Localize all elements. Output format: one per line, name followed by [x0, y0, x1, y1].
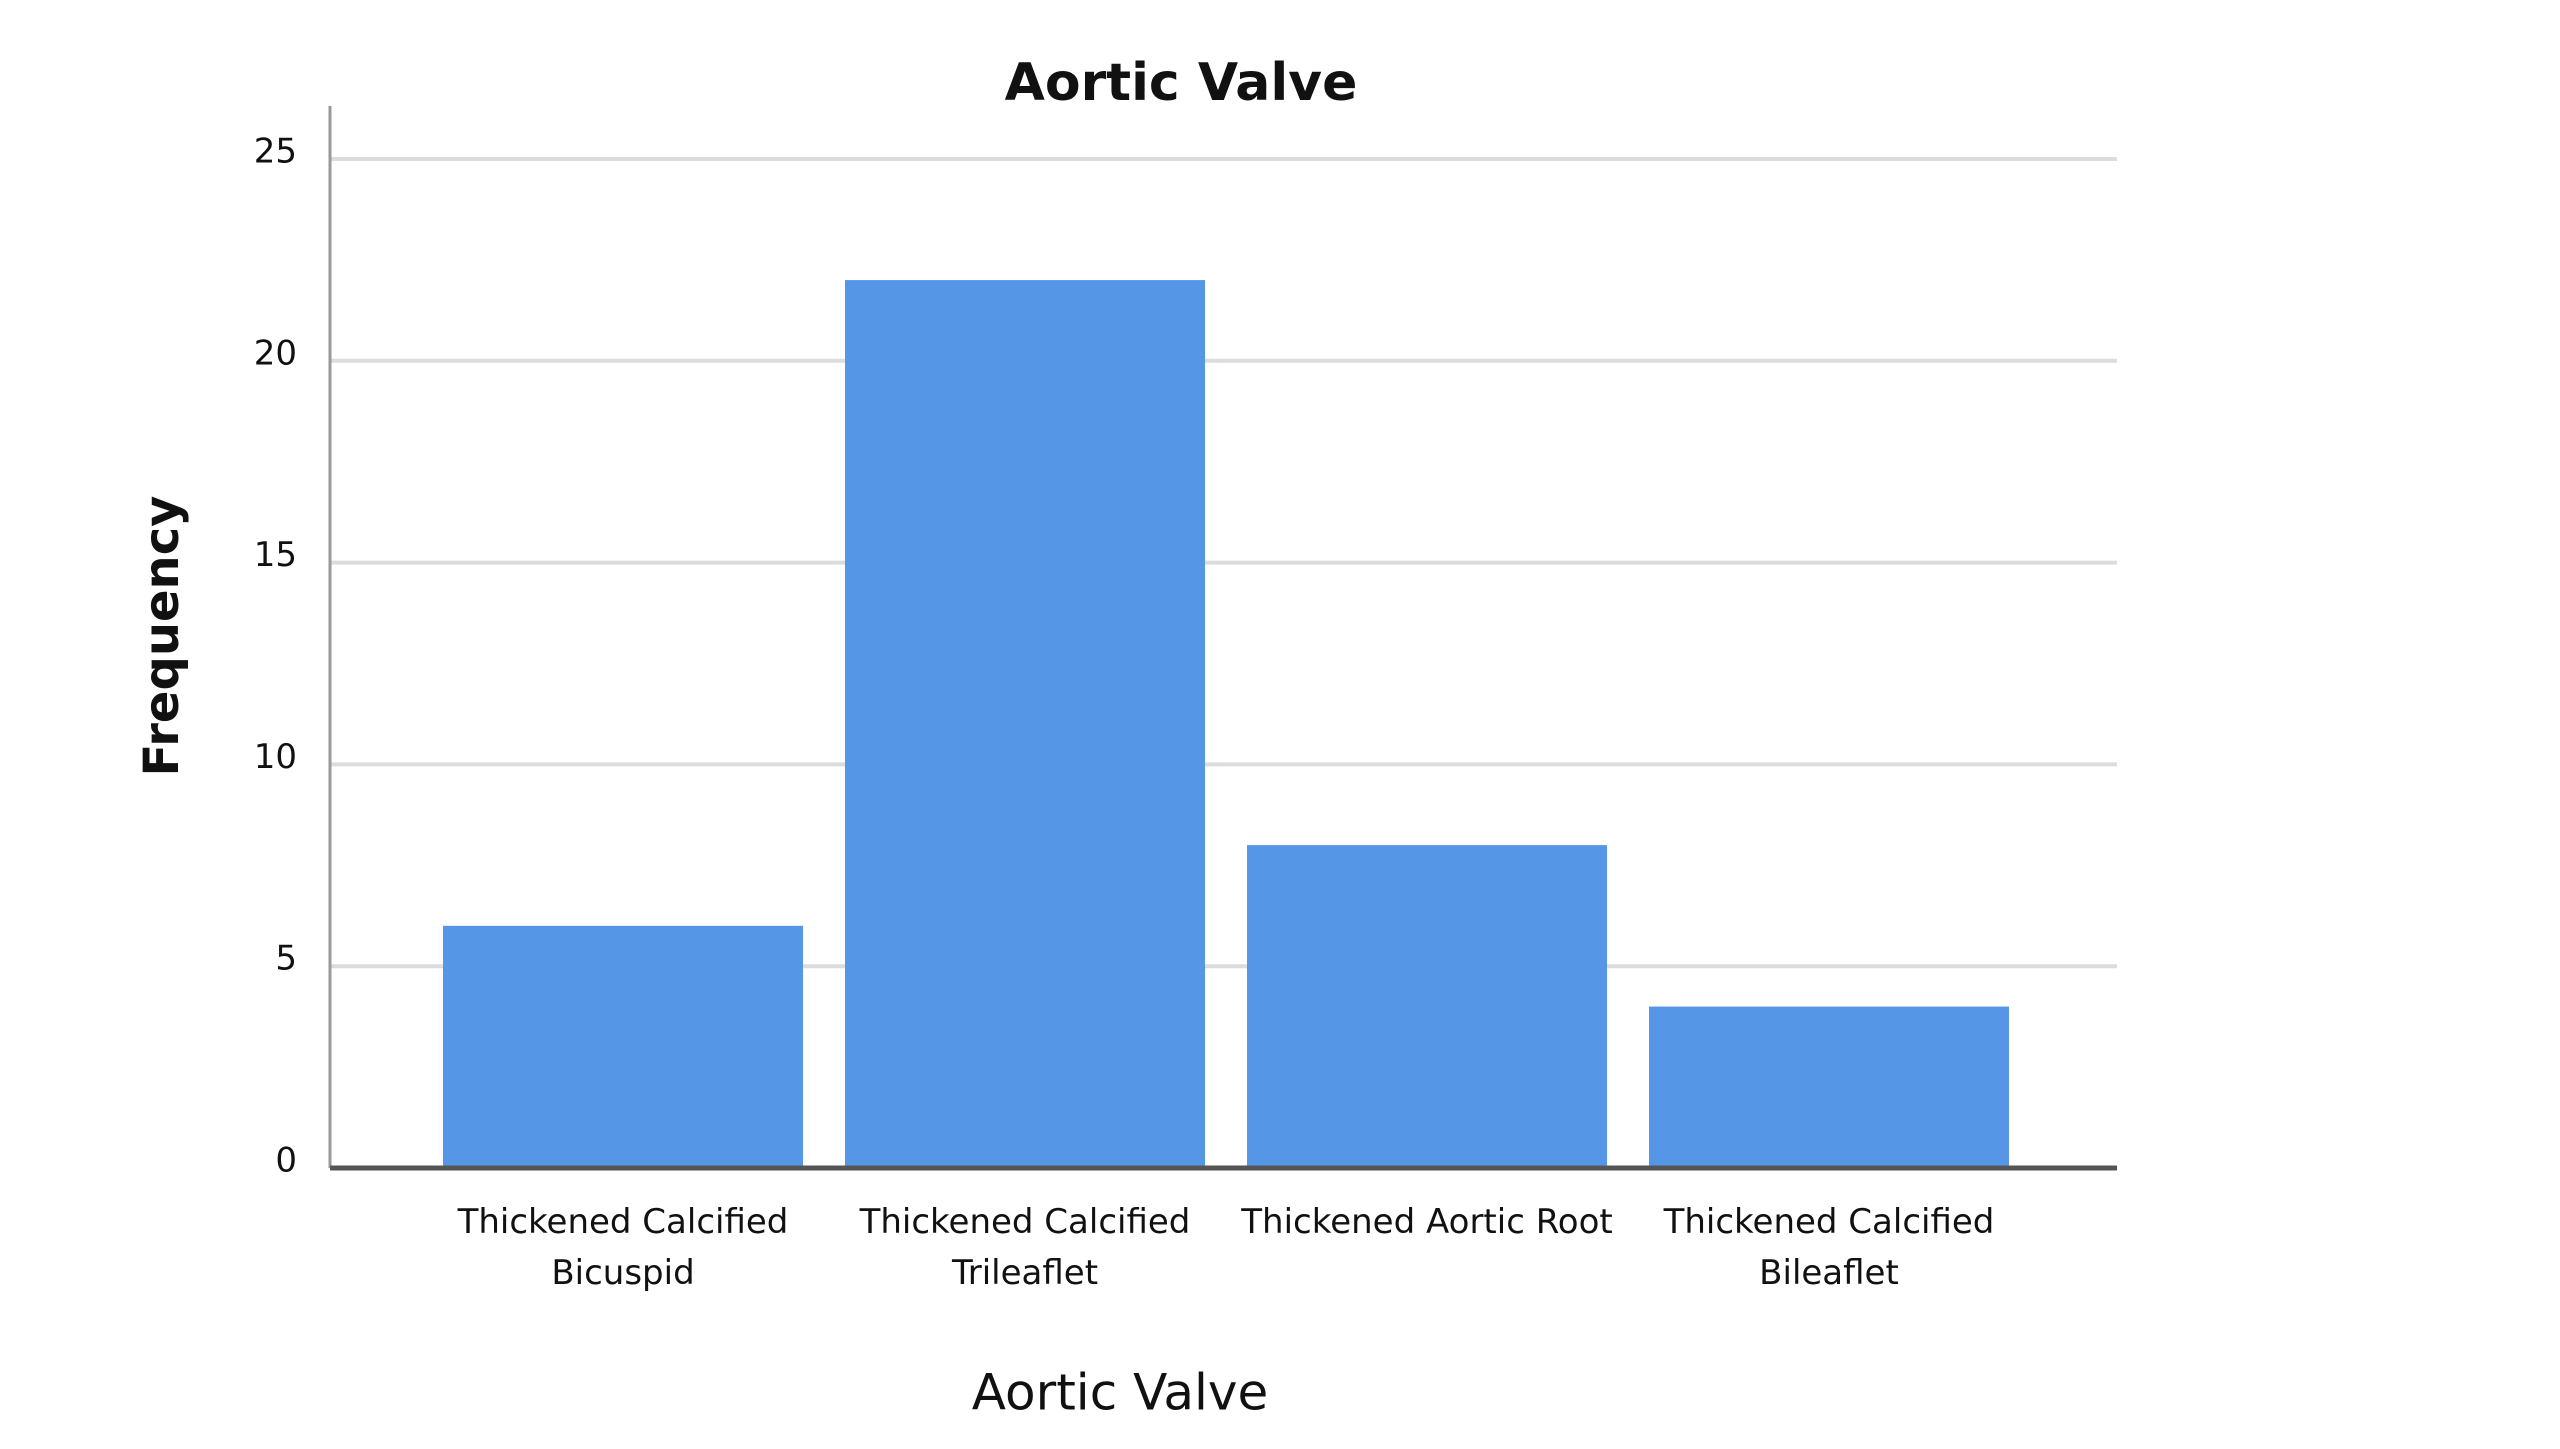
x-tick-label: Thickened Calcified Bicuspid [457, 1202, 789, 1293]
y-tick-label: 10 [254, 737, 297, 777]
y-tick-label: 0 [275, 1141, 297, 1181]
y-tick-label: 5 [275, 939, 297, 979]
chart-title: Aortic Valve [1005, 53, 1358, 113]
y-tick-label: 15 [254, 535, 297, 575]
bar [1247, 845, 1607, 1168]
x-axis-label: Aortic Valve [972, 1364, 1269, 1422]
x-tick-label: Thickened Aortic Root [1241, 1202, 1613, 1242]
bar [1649, 1006, 2009, 1168]
x-tick-label: Thickened Calcified Bileaflet [1663, 1202, 1995, 1293]
x-tick-label: Thickened Calcified Trileaflet [859, 1202, 1191, 1293]
y-axis-label: Frequency [134, 496, 190, 777]
bar [443, 925, 803, 1168]
y-tick-label: 25 [254, 132, 297, 172]
bar [845, 280, 1205, 1169]
y-tick-label: 20 [254, 333, 297, 373]
